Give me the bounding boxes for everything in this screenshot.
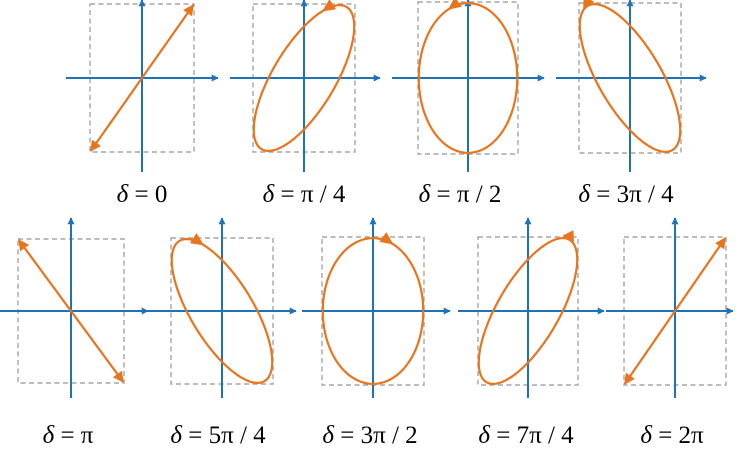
phase-label: δ = 5π / 4	[170, 422, 266, 449]
phase-label: δ = 3π / 4	[578, 181, 674, 208]
phase-equals: =	[430, 181, 457, 208]
phase-symbol: δ	[578, 181, 590, 208]
phase-equals: =	[54, 422, 81, 449]
polarization-ellipse	[417, 2, 519, 154]
phase-value: 3π / 4	[617, 181, 675, 208]
panel-3: δ = π / 2	[392, 0, 545, 208]
polarization-ellipse	[477, 237, 579, 385]
polarization-ellipse	[578, 3, 682, 153]
phase-label: δ = π / 4	[263, 181, 346, 208]
phase-symbol: δ	[170, 422, 182, 449]
phase-value: π / 2	[457, 181, 502, 208]
phase-value: 7π / 4	[517, 422, 575, 449]
phase-equals: =	[128, 181, 155, 208]
phase-label: δ = 2π	[640, 422, 704, 449]
phase-value: 3π / 2	[361, 422, 418, 449]
phase-symbol: δ	[419, 181, 431, 208]
rotation-arrowhead	[379, 232, 394, 245]
panel-5: δ = π	[0, 217, 149, 449]
phase-symbol: δ	[478, 422, 490, 449]
phase-equals: =	[490, 422, 517, 449]
phase-symbol: δ	[640, 422, 652, 449]
phase-equals: =	[590, 181, 617, 208]
phase-value: 2π	[679, 422, 705, 449]
rotation-arrowhead	[321, 0, 337, 12]
phase-label: δ = 7π / 4	[478, 422, 574, 449]
panel-1: δ = 0	[66, 0, 219, 208]
panel-2: δ = π / 4	[230, 0, 381, 208]
phase-value: 5π / 4	[209, 422, 267, 449]
phase-equals: =	[182, 422, 209, 449]
phase-label: δ = 3π / 2	[322, 422, 417, 449]
phase-equals: =	[274, 181, 301, 208]
phase-label: δ = 0	[117, 181, 168, 208]
phase-symbol: δ	[43, 422, 55, 449]
phase-value: π	[81, 422, 94, 449]
panel-9: δ = 2π	[606, 217, 734, 449]
polarization-ellipse	[170, 237, 274, 385]
phase-label: δ = π / 2	[419, 181, 502, 208]
phase-label: δ = π	[43, 422, 94, 449]
polarization-line	[623, 237, 727, 385]
phase-value: 0	[155, 181, 168, 208]
phase-symbol: δ	[263, 181, 275, 208]
panel-6: δ = 5π / 4	[148, 217, 297, 449]
rotation-arrowhead	[583, 0, 595, 11]
phase-equals: =	[652, 422, 679, 449]
rotation-arrowhead	[447, 0, 462, 10]
panel-8: δ = 7π / 4	[458, 217, 605, 449]
phase-symbol: δ	[322, 422, 334, 449]
phase-symbol: δ	[117, 181, 129, 208]
rotation-arrowhead	[562, 230, 574, 245]
phase-equals: =	[334, 422, 361, 449]
phase-value: π / 4	[301, 181, 346, 208]
panel-7: δ = 3π / 2	[302, 217, 451, 449]
polarization-line	[89, 4, 195, 152]
polarization-line	[17, 239, 125, 383]
panel-4: δ = 3π / 4	[556, 0, 707, 208]
rotation-arrowhead	[189, 233, 205, 246]
polarization-ellipse	[321, 237, 425, 385]
